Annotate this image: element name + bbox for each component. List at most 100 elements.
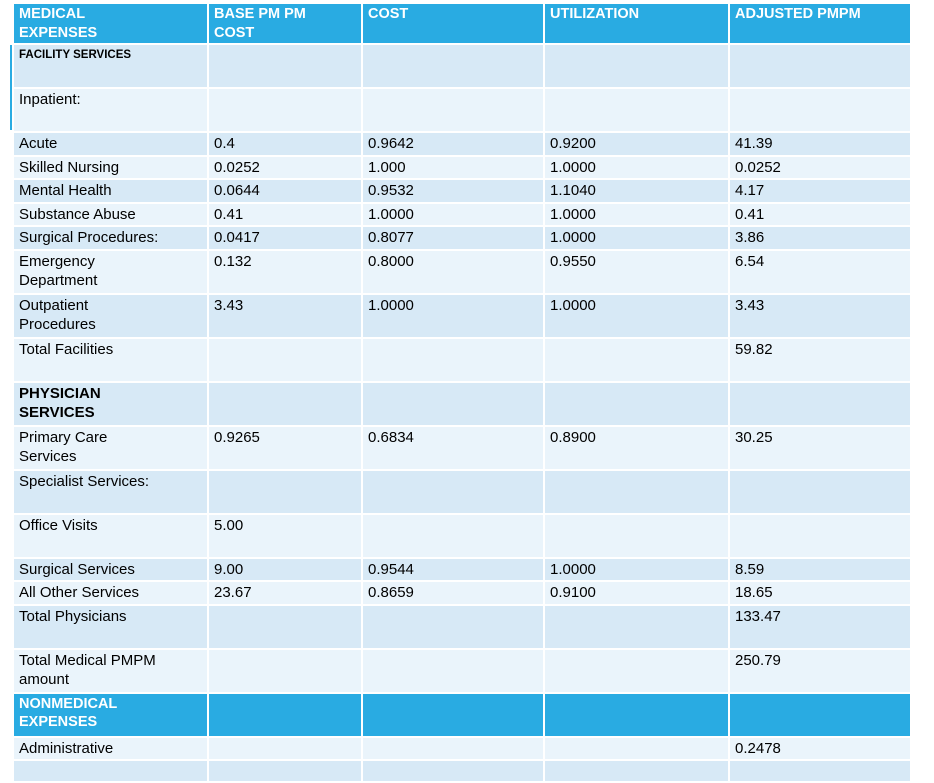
row-label-cell: NONMEDICAL EXPENSES bbox=[12, 691, 209, 738]
value-cell: 1.0000 bbox=[543, 201, 730, 228]
row-label-cell: PHYSICIAN SERVICES bbox=[12, 380, 209, 427]
value-cell bbox=[728, 87, 912, 134]
table-row: All Other Services 23.67 0.8659 0.9100 18.65 bbox=[12, 580, 912, 606]
value-cell bbox=[543, 735, 730, 762]
column-header: UTILIZATION bbox=[543, 1, 730, 46]
value-cell: 0.9532 bbox=[361, 178, 545, 204]
value-cell: 0.8659 bbox=[361, 580, 545, 606]
value-cell bbox=[543, 603, 730, 650]
value-cell: 1.1040 bbox=[543, 178, 730, 204]
document-page: MEDICAL EXPENSES BASE PM PM COST COST UTILI… bbox=[10, 1, 912, 783]
table-row: FACILITY SERVICES bbox=[12, 43, 912, 90]
value-cell bbox=[543, 43, 730, 90]
value-cell bbox=[361, 691, 545, 738]
value-cell: 0.0417 bbox=[207, 225, 363, 251]
value-cell: 1.0000 bbox=[543, 556, 730, 583]
table-row: Skilled Nursing 0.0252 1.000 1.0000 0.0252 bbox=[12, 154, 912, 181]
value-cell bbox=[543, 468, 730, 515]
value-cell bbox=[207, 603, 363, 650]
value-cell bbox=[728, 691, 912, 738]
value-cell bbox=[361, 43, 545, 90]
value-cell: 0.9200 bbox=[543, 131, 730, 157]
table-row: Substance Abuse 0.41 1.0000 1.0000 0.41 bbox=[12, 201, 912, 228]
value-cell: 250.79 bbox=[728, 647, 912, 694]
table-row: Office Visits 5.00 bbox=[12, 512, 912, 559]
table-header: MEDICAL EXPENSES BASE PM PM COST COST UTILI… bbox=[12, 1, 912, 46]
row-label-cell: Substance Abuse bbox=[12, 201, 209, 228]
header-row: MEDICAL EXPENSES BASE PM PM COST COST UTILI… bbox=[12, 1, 912, 46]
value-cell: 1.0000 bbox=[361, 201, 545, 228]
row-label-cell: Total Facilities bbox=[12, 336, 209, 383]
column-header: MEDICAL EXPENSES bbox=[12, 1, 209, 46]
column-header: COST bbox=[361, 1, 545, 46]
row-label-cell: Inpatient: bbox=[12, 87, 209, 134]
table-row: Outpatient Procedures 3.43 1.0000 1.0000 3.4… bbox=[12, 292, 912, 339]
value-cell: 9.00 bbox=[207, 556, 363, 583]
value-cell bbox=[361, 735, 545, 762]
value-cell bbox=[207, 87, 363, 134]
value-cell bbox=[207, 468, 363, 515]
value-cell: 1.0000 bbox=[361, 292, 545, 339]
value-cell bbox=[543, 691, 730, 738]
value-cell bbox=[543, 380, 730, 427]
value-cell: 0.8077 bbox=[361, 225, 545, 251]
row-label-cell: Surgical Services bbox=[12, 556, 209, 583]
value-cell: 18.65 bbox=[728, 580, 912, 606]
value-cell bbox=[207, 691, 363, 738]
value-cell bbox=[207, 43, 363, 90]
medical-expenses-table: MEDICAL EXPENSES BASE PM PM COST COST UTILI… bbox=[12, 1, 912, 783]
value-cell bbox=[543, 87, 730, 134]
table-row: Emergency Department 0.132 0.8000 0.9550 6.5… bbox=[12, 248, 912, 295]
value-cell: 1.0000 bbox=[543, 292, 730, 339]
value-cell: 1.0000 bbox=[543, 154, 730, 181]
value-cell: 0.9100 bbox=[543, 580, 730, 606]
value-cell: 4.17 bbox=[728, 178, 912, 204]
table-row: Surgical Procedures: 0.0417 0.8077 1.0000 3.… bbox=[12, 225, 912, 251]
column-header: BASE PM PM COST bbox=[207, 1, 363, 46]
row-label-cell: Outpatient Procedures bbox=[12, 292, 209, 339]
value-cell: 0.41 bbox=[207, 201, 363, 228]
value-cell bbox=[361, 468, 545, 515]
table-row: Total Medical PMPM amount 250.79 bbox=[12, 647, 912, 694]
row-label-cell: Skilled Nursing bbox=[12, 154, 209, 181]
value-cell: 41.39 bbox=[728, 131, 912, 157]
value-cell: 1.0000 bbox=[543, 225, 730, 251]
value-cell bbox=[361, 603, 545, 650]
value-cell bbox=[207, 735, 363, 762]
value-cell: 3.43 bbox=[728, 292, 912, 339]
row-label-cell: Mental Health bbox=[12, 178, 209, 204]
value-cell: 3.86 bbox=[728, 225, 912, 251]
row-label-cell: Specialist Services: bbox=[12, 468, 209, 515]
value-cell: 59.82 bbox=[728, 336, 912, 383]
value-cell: 23.67 bbox=[207, 580, 363, 606]
row-label-cell: Total Physicians bbox=[12, 603, 209, 650]
value-cell: 6.54 bbox=[728, 248, 912, 295]
table-row: Total Physicians 133.47 bbox=[12, 603, 912, 650]
table-row: Inpatient: bbox=[12, 87, 912, 134]
value-cell bbox=[361, 647, 545, 694]
value-cell bbox=[361, 512, 545, 559]
value-cell bbox=[361, 380, 545, 427]
value-cell bbox=[543, 759, 730, 783]
value-cell bbox=[728, 43, 912, 90]
table-row: Primary Care Services 0.9265 0.6834 0.8900 3… bbox=[12, 424, 912, 471]
value-cell: 0.9550 bbox=[543, 248, 730, 295]
table-row bbox=[12, 759, 912, 783]
left-accent-line bbox=[10, 45, 13, 130]
table-row: Surgical Services 9.00 0.9544 1.0000 8.59 bbox=[12, 556, 912, 583]
value-cell bbox=[728, 380, 912, 427]
row-label-cell: Administrative bbox=[12, 735, 209, 762]
value-cell: 0.9642 bbox=[361, 131, 545, 157]
row-label-cell: All Other Services bbox=[12, 580, 209, 606]
table-row: Administrative 0.2478 bbox=[12, 735, 912, 762]
table-row: Specialist Services: bbox=[12, 468, 912, 515]
value-cell bbox=[543, 647, 730, 694]
value-cell bbox=[543, 512, 730, 559]
value-cell bbox=[728, 759, 912, 783]
row-label-cell: Office Visits bbox=[12, 512, 209, 559]
value-cell: 1.000 bbox=[361, 154, 545, 181]
value-cell: 0.9544 bbox=[361, 556, 545, 583]
value-cell: 5.00 bbox=[207, 512, 363, 559]
table-row: Acute 0.4 0.9642 0.9200 41.39 bbox=[12, 131, 912, 157]
value-cell bbox=[728, 468, 912, 515]
